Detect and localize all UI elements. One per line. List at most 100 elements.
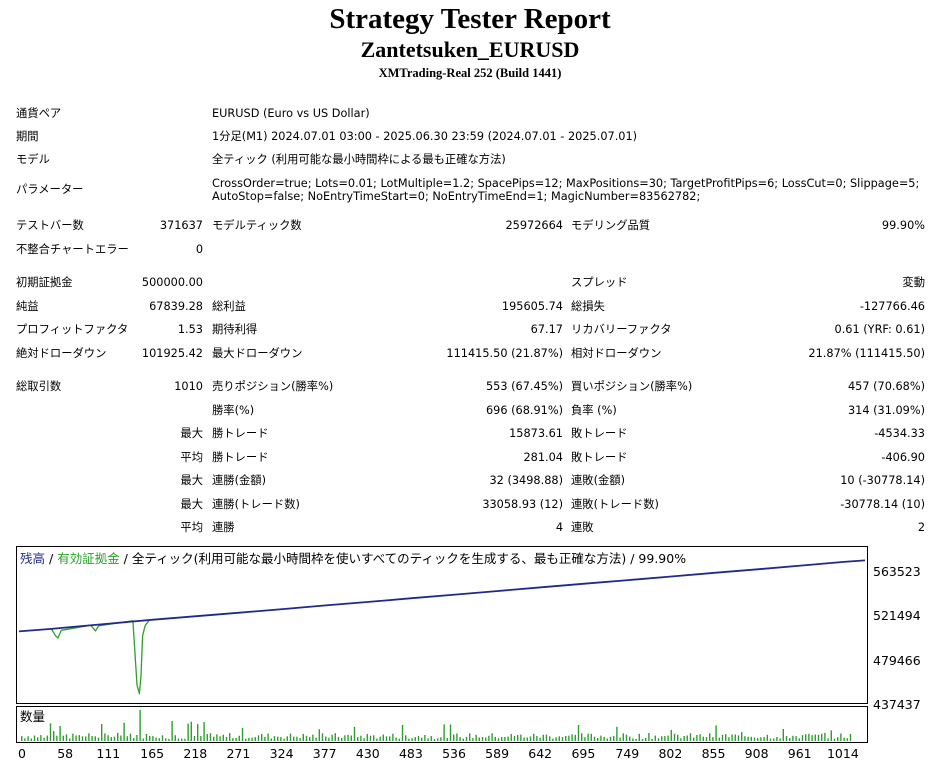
- volume-bar: [350, 735, 352, 741]
- volume-bar: [46, 735, 48, 741]
- volume-bar: [257, 735, 260, 741]
- volume-bar: [152, 736, 154, 741]
- params-line-1: CrossOrder=true; Lots=0.01; LotMultiple=…: [212, 177, 920, 190]
- volume-bar: [478, 737, 480, 741]
- model-label: モデル: [16, 153, 50, 166]
- volume-bar: [475, 734, 477, 741]
- volume-bar: [789, 738, 791, 741]
- volume-bar: [565, 736, 567, 741]
- params-label: パラメーター: [16, 183, 84, 196]
- volume-bar: [686, 735, 688, 741]
- volume-bar: [213, 736, 215, 741]
- volume-bar: [363, 738, 365, 741]
- x-tick-label: 1014: [826, 746, 859, 761]
- volume-bar: [222, 734, 224, 741]
- largest-loss-value: -4534.33: [874, 427, 925, 440]
- mismatch-label: 不整合チャートエラー: [16, 243, 129, 256]
- avg-cons-losses-value: 2: [917, 521, 925, 534]
- gross-profit-value: 195605.74: [501, 300, 563, 313]
- volume-bar: [741, 731, 743, 741]
- volume-bar: [168, 738, 170, 741]
- volume-bar: [760, 737, 762, 741]
- volume-bar: [267, 733, 269, 741]
- x-tick-label: 855: [701, 746, 726, 761]
- volume-bar: [88, 733, 90, 741]
- volume-label: 数量: [20, 709, 46, 724]
- volume-bar: [632, 738, 634, 741]
- x-tick-label: 111: [96, 746, 121, 761]
- volume-bar: [91, 736, 93, 741]
- volume-bar: [824, 732, 826, 741]
- bars-label: テストバー数: [16, 219, 84, 232]
- volume-bar: [145, 734, 148, 741]
- loss-rate-label: 負率 (%): [571, 404, 617, 417]
- volume-bar: [721, 734, 724, 741]
- period-value: 1分足(M1) 2024.07.01 03:00 - 2025.06.30 23…: [212, 130, 638, 143]
- y-tick-label: 479466: [873, 653, 921, 668]
- volume-bar: [846, 738, 848, 741]
- deposit-value: 500000.00: [141, 276, 203, 289]
- volume-bar: [523, 737, 525, 741]
- volume-bar: [568, 735, 570, 741]
- volume-bar: [827, 738, 829, 741]
- volume-bar: [718, 737, 720, 741]
- spread-value: 変動: [902, 276, 925, 289]
- volume-bar: [382, 734, 384, 741]
- volume-bar: [552, 738, 554, 741]
- volume-chart: [16, 706, 868, 743]
- gross-loss-value: -127766.46: [859, 300, 925, 313]
- volume-bar: [315, 737, 317, 741]
- volume-bar: [843, 737, 845, 741]
- volume-bar: [395, 737, 397, 741]
- volume-bar: [113, 736, 116, 741]
- volume-bar: [456, 733, 458, 741]
- volume-bar: [85, 736, 87, 741]
- abs-dd-label: 絶対ドローダウン: [16, 347, 107, 360]
- volume-bar: [43, 737, 45, 741]
- volume-bar: [792, 735, 794, 741]
- volume-bar: [398, 738, 400, 741]
- avg-win-value: 281.04: [523, 451, 563, 464]
- volume-bar: [229, 733, 231, 741]
- volume-bar: [411, 738, 413, 741]
- volume-bar: [101, 724, 103, 741]
- report-subtitle: Zantetsuken_EURUSD: [360, 37, 580, 62]
- volume-bar: [72, 733, 74, 741]
- volume-bar: [680, 738, 682, 741]
- volume-bar: [123, 722, 125, 741]
- largest-loss-label: 敗トレード: [571, 427, 628, 440]
- volume-bar: [753, 737, 756, 741]
- avg-loss-label: 敗トレード: [571, 451, 628, 464]
- volume-bar: [520, 734, 522, 741]
- volume-bar: [405, 735, 407, 741]
- chart-legend: 残高 / 有効証拠金 / 全ティック(利用可能な最小時間枠を使いすべてのティック…: [20, 551, 686, 566]
- volume-bar: [558, 736, 560, 741]
- volume-bar: [453, 734, 455, 741]
- expected-value: 67.17: [530, 323, 563, 336]
- win-rate-value: 696 (68.91%): [485, 404, 563, 417]
- volume-bar: [129, 733, 132, 741]
- volume-bar: [600, 735, 602, 741]
- volume-bar: [840, 733, 842, 741]
- volume-bar: [366, 734, 368, 741]
- volume-bar: [238, 735, 240, 741]
- pf-label: プロフィットファクタ: [16, 323, 129, 336]
- volume-bar: [203, 722, 205, 741]
- volume-bar: [280, 737, 282, 741]
- volume-bar: [27, 736, 29, 741]
- volume-bar: [603, 736, 605, 741]
- x-tick-label: 749: [615, 746, 640, 761]
- volume-bar: [513, 735, 516, 741]
- volume-bar: [801, 735, 804, 741]
- volume-bar: [574, 734, 576, 741]
- y-tick-label: 563523: [873, 564, 921, 579]
- equity-series-line: [50, 619, 150, 695]
- volume-bar: [702, 736, 704, 741]
- volume-bar: [385, 736, 388, 741]
- volume-bar: [485, 737, 487, 741]
- volume-bar: [654, 735, 656, 741]
- avg-win-label: 勝トレード: [212, 451, 269, 464]
- volume-bar: [417, 735, 420, 741]
- volume-bar: [133, 738, 135, 741]
- volume-bar: [606, 738, 608, 741]
